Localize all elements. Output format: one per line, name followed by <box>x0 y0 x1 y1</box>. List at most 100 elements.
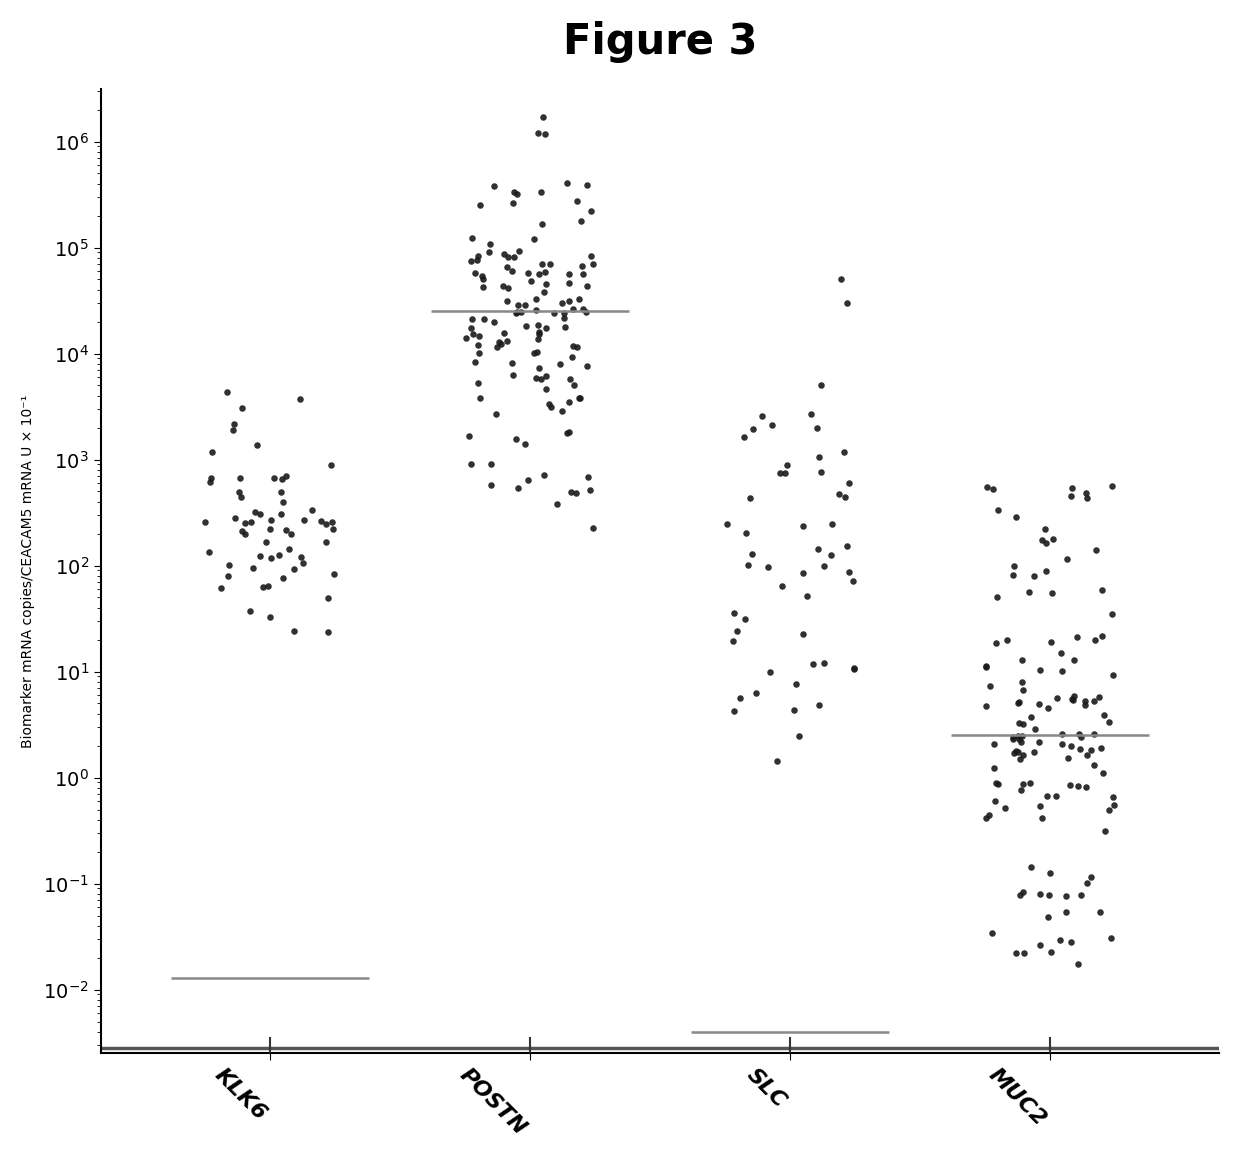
Point <box>577 303 596 321</box>
Point <box>567 339 587 357</box>
Point <box>491 335 511 354</box>
Point <box>1060 776 1080 795</box>
Point <box>258 577 278 595</box>
Point <box>1060 933 1080 951</box>
Point <box>219 556 239 574</box>
Point <box>1025 719 1045 738</box>
Point <box>1011 886 1030 905</box>
Point <box>1105 796 1125 814</box>
Point <box>1099 802 1118 820</box>
Point <box>976 809 996 827</box>
Point <box>250 546 270 565</box>
Point <box>837 293 857 312</box>
Point <box>532 255 552 274</box>
Point <box>516 296 536 314</box>
Point <box>260 520 280 538</box>
Point <box>822 515 842 534</box>
Point <box>459 427 479 445</box>
Point <box>1092 764 1112 783</box>
Point <box>562 348 582 367</box>
Point <box>794 564 813 582</box>
Point <box>789 726 808 745</box>
Point <box>1056 886 1076 905</box>
Point <box>511 303 531 321</box>
Point <box>1030 935 1050 954</box>
Point <box>794 624 813 643</box>
Point <box>563 336 583 355</box>
Point <box>236 524 255 543</box>
Point <box>461 319 481 338</box>
Point <box>556 318 575 336</box>
Point <box>463 325 482 343</box>
Point <box>1013 775 1033 793</box>
Point <box>554 309 574 327</box>
Point <box>516 434 536 452</box>
Point <box>1085 631 1105 650</box>
Point <box>1069 725 1089 744</box>
Point <box>249 505 269 523</box>
Point <box>224 509 244 528</box>
Point <box>1075 693 1095 711</box>
Point <box>539 394 559 413</box>
Point <box>582 202 601 220</box>
Point <box>1069 955 1089 973</box>
Point <box>244 502 264 521</box>
Point <box>539 255 559 274</box>
Point <box>734 609 754 628</box>
Point <box>321 455 341 473</box>
Point <box>1009 730 1029 748</box>
Point <box>507 184 527 203</box>
Point <box>773 577 792 595</box>
Point <box>837 536 857 554</box>
Point <box>1004 744 1024 762</box>
Point <box>481 476 501 494</box>
Point <box>1008 694 1028 712</box>
Point <box>1012 673 1032 691</box>
Point <box>461 252 481 270</box>
Point <box>1068 777 1087 796</box>
Point <box>465 353 485 371</box>
Point <box>1012 726 1032 745</box>
Point <box>284 622 304 640</box>
Point <box>474 278 494 297</box>
Point <box>1029 695 1049 713</box>
Point <box>528 329 548 348</box>
Point <box>1095 705 1115 724</box>
Point <box>1102 477 1122 495</box>
Point <box>525 230 544 248</box>
Point <box>730 688 750 706</box>
Point <box>777 456 797 474</box>
Point <box>1030 885 1050 904</box>
Point <box>557 423 577 442</box>
Y-axis label: Biomarker mRNA copies/CEACAM5 mRNA U × 10⁻¹: Biomarker mRNA copies/CEACAM5 mRNA U × 1… <box>21 394 35 747</box>
Point <box>1063 690 1083 709</box>
Point <box>232 399 252 418</box>
Point <box>1042 583 1061 602</box>
Point <box>1024 567 1044 586</box>
Point <box>794 516 813 535</box>
Point <box>281 524 301 543</box>
Point <box>497 332 517 350</box>
Point <box>277 466 296 485</box>
Point <box>311 512 331 530</box>
Point <box>316 532 336 551</box>
Point <box>229 483 249 501</box>
Point <box>831 270 851 289</box>
Point <box>578 467 598 486</box>
Point <box>526 369 546 387</box>
Point <box>202 443 222 462</box>
Point <box>480 242 500 261</box>
Point <box>1011 732 1030 751</box>
Point <box>1084 725 1104 744</box>
Point <box>319 623 339 641</box>
Point <box>316 515 336 534</box>
Point <box>241 513 260 531</box>
Point <box>727 622 746 640</box>
Point <box>1008 693 1028 711</box>
Point <box>1012 651 1032 669</box>
Point <box>195 513 215 531</box>
Point <box>1043 530 1063 549</box>
Point <box>523 343 543 362</box>
Point <box>810 448 830 466</box>
Point <box>738 556 758 574</box>
